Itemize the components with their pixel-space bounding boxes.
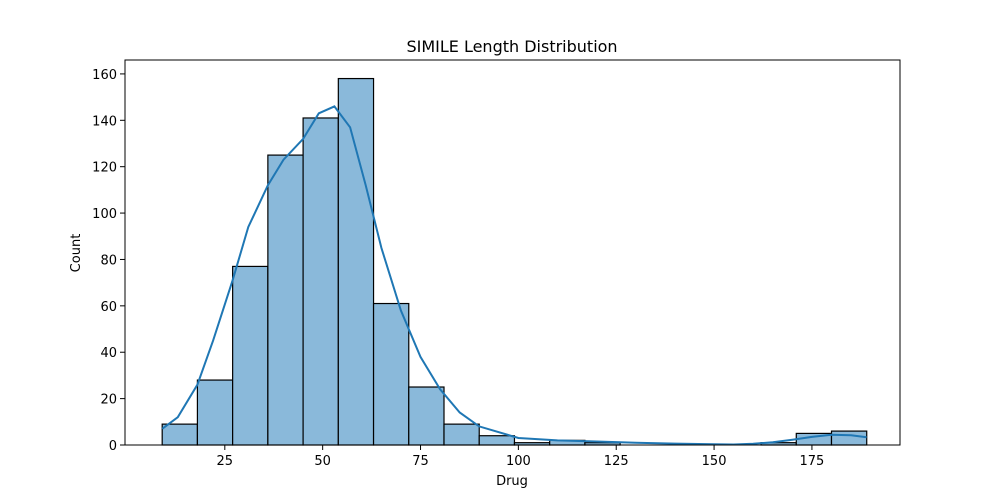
x-axis-label: Drug: [496, 474, 528, 489]
histogram-bar: [267, 154, 304, 446]
y-tick-label: 40: [100, 346, 117, 361]
histogram-bar: [337, 77, 375, 446]
y-tick-label: 140: [92, 114, 117, 129]
y-tick-label: 100: [92, 207, 117, 222]
x-tick-label: 100: [506, 454, 531, 469]
x-tick-label: 25: [217, 454, 234, 469]
y-tick-label: 20: [100, 393, 117, 408]
histogram-bar: [372, 302, 410, 446]
y-tick-label: 60: [100, 300, 117, 315]
y-tick-label: 80: [100, 253, 117, 268]
y-tick-label: 120: [92, 161, 117, 176]
x-axis: 25 50 75 100 125 150 175: [217, 445, 825, 469]
histogram-bar: [232, 265, 269, 446]
histogram-bar: [302, 117, 339, 446]
histogram-bar: [196, 379, 234, 446]
x-tick-label: 125: [604, 454, 629, 469]
x-tick-label: 150: [702, 454, 727, 469]
bars-group: [161, 77, 868, 446]
x-tick-label: 75: [412, 454, 429, 469]
histogram-bar: [830, 430, 868, 446]
histogram-bar: [161, 423, 199, 446]
kde-curve: [161, 105, 867, 446]
plot-frame: [124, 59, 901, 446]
histogram-bar: [408, 386, 445, 446]
y-tick-label: 160: [92, 68, 117, 83]
y-axis-label: Count: [69, 234, 84, 273]
y-tick-label: 0: [109, 439, 117, 454]
histogram-bar: [443, 423, 480, 446]
chart-title: SIMILE Length Distribution: [406, 37, 617, 56]
x-tick-label: 175: [800, 454, 825, 469]
x-tick-label: 50: [314, 454, 331, 469]
histogram-bar: [478, 435, 516, 446]
y-axis: 0 20 40 60 80 100 120 140 160: [92, 68, 125, 454]
